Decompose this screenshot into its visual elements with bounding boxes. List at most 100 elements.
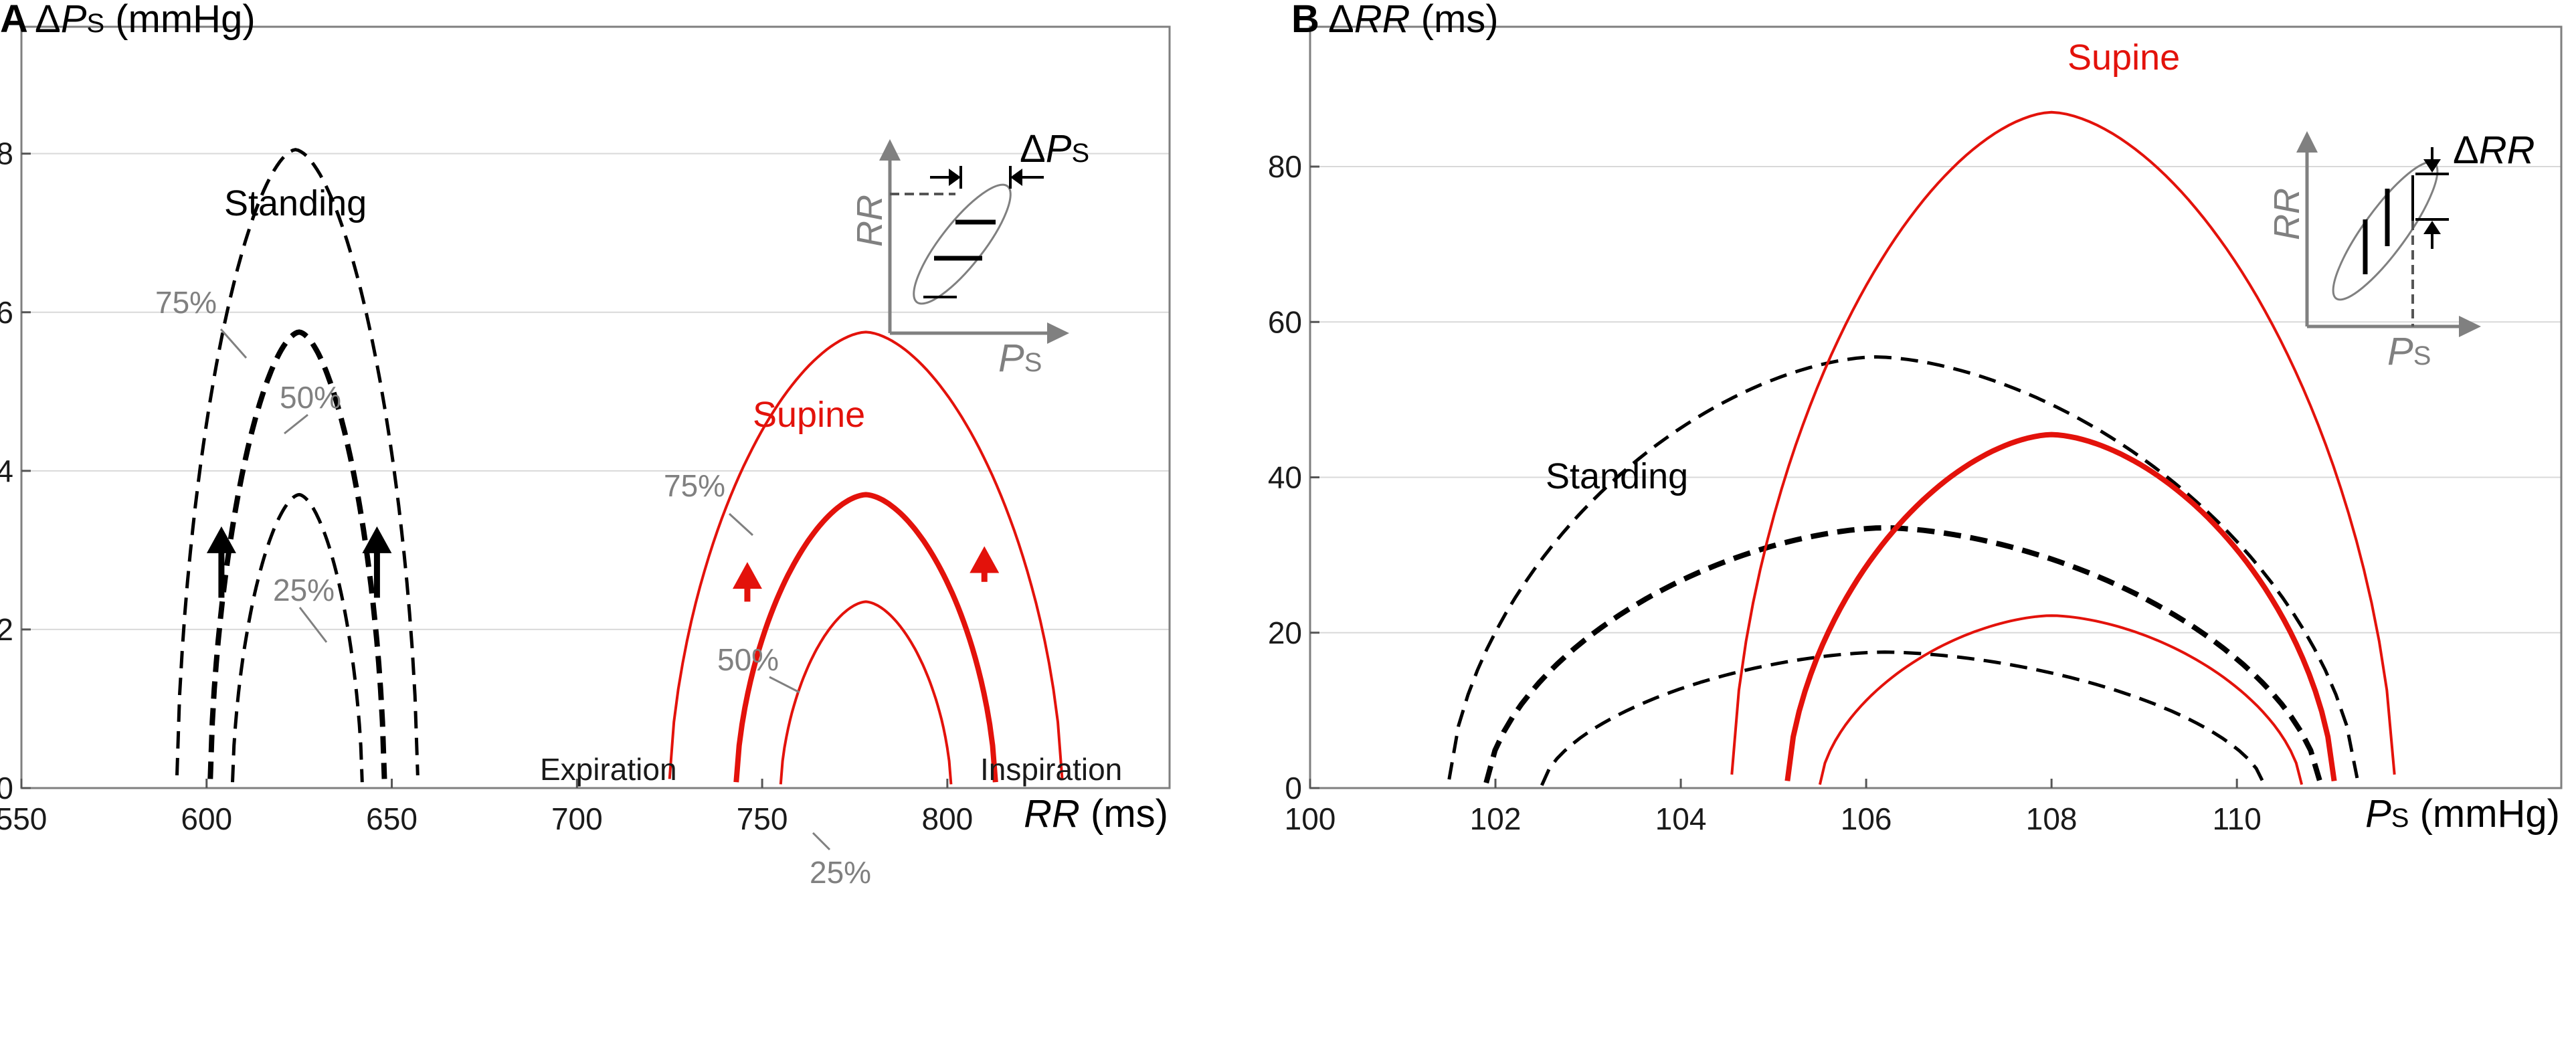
plot-frame <box>1309 25 2563 789</box>
series-curve-supine-5 <box>1818 614 2304 785</box>
series-curve-supine-25 <box>779 600 953 785</box>
inset-ps-label-part-0: P <box>2387 330 2413 373</box>
percent-label-p75: 75% <box>664 468 725 503</box>
inset-x-arrowhead <box>1047 322 1069 344</box>
x-tick-label: 106 <box>1841 801 1892 836</box>
y-axis-title-b: ΔRR (ms) <box>1328 0 1499 41</box>
series-curve-supine-75 <box>668 330 1064 779</box>
percent-leader-line <box>219 328 248 359</box>
x-tick-label: 800 <box>921 801 973 836</box>
percent-label-p50: 50% <box>717 642 779 677</box>
y-tick-label: 60 <box>1268 304 1302 339</box>
inset-delta-rr-label-part-0: Δ <box>2453 128 2479 172</box>
inset-arrowhead <box>2423 221 2441 234</box>
y-axis-title-b-part-0: Δ <box>1328 0 1354 41</box>
standing-label-a: Standing <box>224 183 367 223</box>
inset-arrowhead <box>2423 159 2441 173</box>
y-tick-label: 0 <box>0 771 13 805</box>
x-tick-label: 650 <box>366 801 418 836</box>
x-tick-label: 104 <box>1655 801 1707 836</box>
x-tick-label: 110 <box>2213 801 2262 836</box>
series-curve-supine-4 <box>1784 431 2337 781</box>
series-curve-standing-1 <box>1483 524 2323 784</box>
series-curve-supine-3 <box>1730 110 2396 775</box>
x-axis-title-b: PS (mmHg) <box>2365 792 2560 836</box>
inset-rr-label: RR <box>2267 188 2307 240</box>
x-tick-label: 700 <box>551 801 603 836</box>
plot-frame <box>20 25 1171 789</box>
percent-leader-line <box>298 607 328 643</box>
percent-leader-line <box>284 413 308 435</box>
inspiration-label: Inspiration <box>980 752 1122 787</box>
inset-ps-label-part-1: S <box>1024 348 1042 377</box>
inset-delta-ps-label: ΔPS <box>1020 127 1089 171</box>
series-curve-standing-0 <box>1447 355 2359 780</box>
y-tick-label: 6 <box>0 295 13 330</box>
y-axis-title-a-part-3: (mmHg) <box>104 0 256 41</box>
inset-arrowhead <box>949 169 961 186</box>
standing-arrow-right-head <box>362 526 392 553</box>
inset-rr-label: RR <box>850 195 890 247</box>
y-axis-title-b-part-2: (ms) <box>1410 0 1499 41</box>
x-tick-label: 108 <box>2026 801 2078 836</box>
series-curve-supine-50 <box>733 492 998 783</box>
expiration-label: Expiration <box>540 752 677 787</box>
inset-ps-label-part-1: S <box>2413 341 2431 371</box>
x-tick-label: 750 <box>737 801 788 836</box>
supine-label-a: Supine <box>753 395 865 435</box>
y-tick-label: 0 <box>1285 771 1302 805</box>
y-axis-title-a-part-2: S <box>86 9 104 38</box>
x-axis-title-b-part-0: P <box>2365 792 2391 836</box>
percent-leader-line <box>769 676 800 694</box>
percent-label-p25: 25% <box>810 855 871 890</box>
percent-label-p25: 25% <box>273 573 335 607</box>
standing-arrow-left-head <box>206 526 236 553</box>
series-curve-standing-2 <box>1540 650 2266 787</box>
y-axis-title-a: ΔPS (mmHg) <box>35 0 256 41</box>
panel-letter-a: A <box>0 0 28 41</box>
inset-delta-rr-label: ΔRR <box>2453 128 2535 172</box>
percent-label-p50: 50% <box>280 380 341 415</box>
x-axis-title-a-part-1: (ms) <box>1080 792 1168 836</box>
x-axis-title-b-part-1: S <box>2391 803 2409 833</box>
inset-ps-label-part-0: P <box>998 336 1024 380</box>
y-tick-label: 8 <box>0 136 13 171</box>
percent-leader-line <box>728 512 754 537</box>
inset-x-arrowhead <box>2459 316 2481 337</box>
series-curve-standing-25 <box>231 492 364 783</box>
inset-delta-ps-label-part-2: S <box>1071 138 1089 168</box>
supine-arrow-right-head <box>970 546 1000 573</box>
inset-arrowhead <box>1010 169 1022 186</box>
x-axis-title-b-part-2: (mmHg) <box>2409 792 2560 836</box>
x-axis-title-a: RR (ms) <box>1024 792 1168 836</box>
inset-ps-label: PS <box>2387 330 2431 373</box>
y-tick-label: 40 <box>1268 460 1302 495</box>
inset-diagram-a: RR <box>850 139 1069 344</box>
x-tick-label: 102 <box>1470 801 1522 836</box>
supine-label-b: Supine <box>2067 37 2180 78</box>
inset-ellipse <box>913 183 1012 305</box>
inset-delta-ps-label-part-0: Δ <box>1020 127 1046 171</box>
x-tick-label: 550 <box>0 801 47 836</box>
y-tick-label: 20 <box>1268 615 1302 650</box>
inset-y-arrowhead <box>879 139 901 161</box>
x-tick-label: 600 <box>181 801 232 836</box>
y-axis-title-a-part-1: P <box>61 0 87 41</box>
inset-y-arrowhead <box>2296 131 2318 153</box>
inset-ps-label: PS <box>998 336 1042 380</box>
series-curve-standing-75 <box>175 148 420 775</box>
x-axis-title-a-part-0: RR <box>1024 792 1080 836</box>
percent-leader-line <box>812 832 831 851</box>
x-tick-label: 100 <box>1285 801 1336 836</box>
inset-delta-ps-label-part-1: P <box>1046 127 1072 171</box>
y-axis-title-a-part-0: Δ <box>35 0 61 41</box>
inset-diagram-b: RR <box>2267 131 2481 337</box>
y-tick-label: 80 <box>1268 149 1302 184</box>
percent-label-p75: 75% <box>155 285 217 320</box>
inset-delta-rr-label-part-1: RR <box>2479 128 2535 172</box>
y-tick-label: 2 <box>0 612 13 647</box>
standing-label-b: Standing <box>1546 456 1688 496</box>
y-tick-label: 4 <box>0 454 13 488</box>
series-curve-standing-50 <box>207 329 387 779</box>
